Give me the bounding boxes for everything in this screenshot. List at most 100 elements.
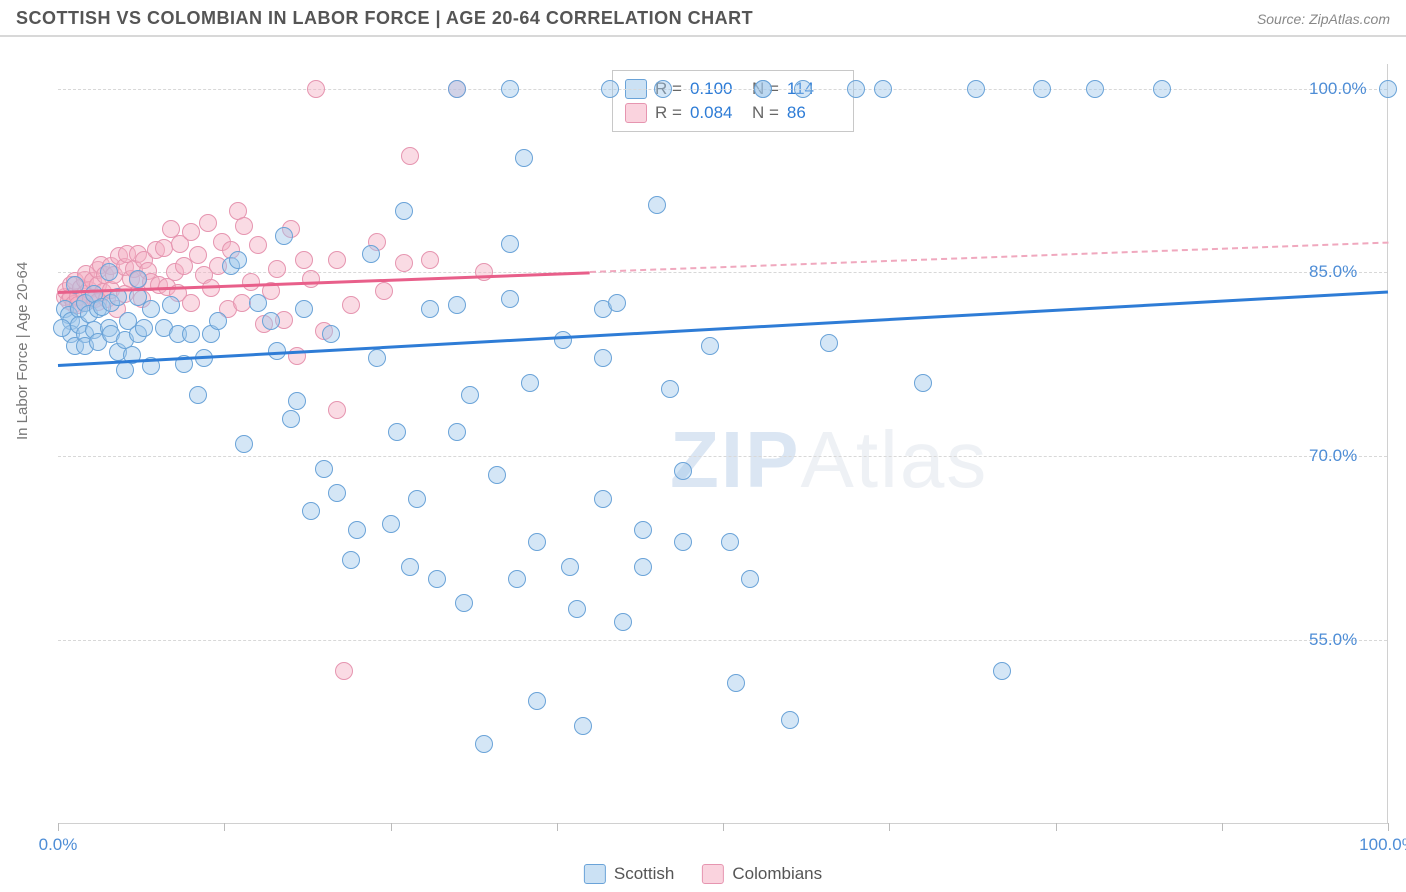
data-point — [967, 80, 985, 98]
data-point — [401, 147, 419, 165]
data-point — [448, 423, 466, 441]
data-point — [315, 460, 333, 478]
data-point — [209, 312, 227, 330]
data-point — [408, 490, 426, 508]
data-point — [475, 735, 493, 753]
data-point — [727, 674, 745, 692]
data-point — [199, 214, 217, 232]
x-tick — [1222, 823, 1223, 831]
gridline — [58, 456, 1387, 457]
scatter-chart: ZIPAtlas R =0.100N =114R =0.084N =86 55.… — [58, 64, 1388, 824]
legend-item: Colombians — [702, 864, 822, 884]
data-point — [528, 692, 546, 710]
data-point — [322, 325, 340, 343]
legend-r-value: 0.084 — [690, 103, 744, 123]
data-point — [1033, 80, 1051, 98]
data-point — [654, 80, 672, 98]
data-point — [53, 319, 71, 337]
legend-n-label: N = — [752, 103, 779, 123]
data-point — [874, 80, 892, 98]
x-tick — [889, 823, 890, 831]
x-tick — [723, 823, 724, 831]
data-point — [295, 300, 313, 318]
legend-label: Scottish — [614, 864, 674, 884]
data-point — [275, 227, 293, 245]
data-point — [335, 662, 353, 680]
gridline — [58, 89, 1387, 90]
data-point — [342, 296, 360, 314]
data-point — [242, 273, 260, 291]
data-point — [521, 374, 539, 392]
gridline — [58, 272, 1387, 273]
data-point — [501, 80, 519, 98]
legend-item: Scottish — [584, 864, 674, 884]
legend-n-value: 86 — [787, 103, 841, 123]
data-point — [348, 521, 366, 539]
data-point — [382, 515, 400, 533]
data-point — [375, 282, 393, 300]
data-point — [302, 502, 320, 520]
data-point — [307, 80, 325, 98]
legend-r-label: R = — [655, 103, 682, 123]
data-point — [608, 294, 626, 312]
data-point — [249, 236, 267, 254]
data-point — [614, 613, 632, 631]
data-point — [528, 533, 546, 551]
data-point — [116, 361, 134, 379]
data-point — [189, 246, 207, 264]
x-tick — [1056, 823, 1057, 831]
data-point — [328, 251, 346, 269]
data-point — [701, 337, 719, 355]
chart-header: SCOTTISH VS COLOMBIAN IN LABOR FORCE | A… — [0, 0, 1406, 37]
data-point — [993, 662, 1011, 680]
data-point — [515, 149, 533, 167]
data-point — [395, 202, 413, 220]
watermark-atlas: Atlas — [800, 415, 988, 504]
data-point — [182, 294, 200, 312]
data-point — [594, 349, 612, 367]
data-point — [388, 423, 406, 441]
x-tick — [1388, 823, 1389, 831]
data-point — [488, 466, 506, 484]
legend-label: Colombians — [732, 864, 822, 884]
data-point — [674, 462, 692, 480]
chart-title: SCOTTISH VS COLOMBIAN IN LABOR FORCE | A… — [16, 8, 753, 29]
legend-swatch — [625, 103, 647, 123]
data-point — [594, 490, 612, 508]
data-point — [674, 533, 692, 551]
data-point — [781, 711, 799, 729]
legend-swatch — [702, 864, 724, 884]
data-point — [282, 410, 300, 428]
data-point — [820, 334, 838, 352]
x-tick — [557, 823, 558, 831]
data-point — [754, 80, 772, 98]
data-point — [1153, 80, 1171, 98]
x-tick-label: 100.0% — [1359, 835, 1406, 855]
data-point — [847, 80, 865, 98]
data-point — [461, 386, 479, 404]
data-point — [1379, 80, 1397, 98]
data-point — [288, 392, 306, 410]
y-tick-label: 85.0% — [1309, 262, 1379, 282]
data-point — [914, 374, 932, 392]
series-legend: Scottish Colombians — [584, 864, 822, 884]
data-point — [328, 484, 346, 502]
data-point — [328, 401, 346, 419]
data-point — [362, 245, 380, 263]
data-point — [189, 386, 207, 404]
x-tick — [391, 823, 392, 831]
data-point — [574, 717, 592, 735]
data-point — [428, 570, 446, 588]
gridline — [58, 640, 1387, 641]
source-attribution: Source: ZipAtlas.com — [1257, 11, 1390, 27]
data-point — [235, 435, 253, 453]
data-point — [235, 217, 253, 235]
data-point — [135, 319, 153, 337]
legend-swatch — [584, 864, 606, 884]
data-point — [395, 254, 413, 272]
data-point — [268, 260, 286, 278]
data-point — [508, 570, 526, 588]
data-point — [229, 251, 247, 269]
data-point — [421, 251, 439, 269]
data-point — [142, 300, 160, 318]
